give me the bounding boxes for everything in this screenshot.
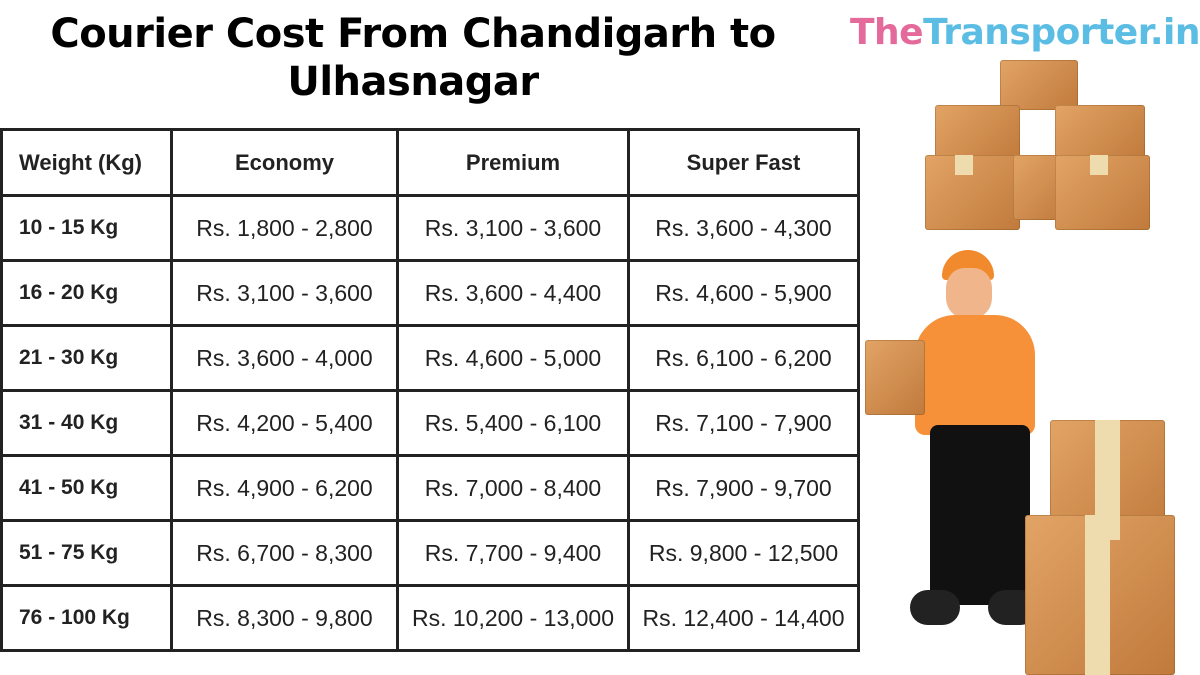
logo-part-2: Transporter.in (923, 12, 1200, 53)
cell-premium: Rs. 7,000 - 8,400 (396, 454, 630, 522)
logo-part-1: The (850, 12, 924, 53)
cell-economy: Rs. 3,100 - 3,600 (170, 259, 399, 327)
table-row: 76 - 100 Kg Rs. 8,300 - 9,800 Rs. 10,200 -… (0, 584, 860, 652)
cell-premium: Rs. 3,100 - 3,600 (396, 194, 630, 262)
box-stack-image (925, 60, 1155, 235)
cell-premium: Rs. 4,600 - 5,000 (396, 324, 630, 392)
table-row: 16 - 20 Kg Rs. 3,100 - 3,600 Rs. 3,600 - 4… (0, 259, 860, 327)
cell-super-fast: Rs. 12,400 - 14,400 (627, 584, 860, 652)
cell-economy: Rs. 1,800 - 2,800 (170, 194, 399, 262)
table-header-row: Weight (Kg) Economy Premium Super Fast (0, 128, 860, 197)
cell-economy: Rs. 4,900 - 6,200 (170, 454, 399, 522)
cell-premium: Rs. 3,600 - 4,400 (396, 259, 630, 327)
header-weight: Weight (Kg) (0, 128, 173, 197)
page-title: Courier Cost From Chandigarh to Ulhasnag… (50, 11, 776, 105)
cell-super-fast: Rs. 4,600 - 5,900 (627, 259, 860, 327)
cell-economy: Rs. 6,700 - 8,300 (170, 519, 399, 587)
cell-premium: Rs. 5,400 - 6,100 (396, 389, 630, 457)
cell-weight: 16 - 20 Kg (0, 259, 173, 327)
cell-super-fast: Rs. 7,900 - 9,700 (627, 454, 860, 522)
cell-weight: 41 - 50 Kg (0, 454, 173, 522)
cell-super-fast: Rs. 3,600 - 4,300 (627, 194, 860, 262)
table-row: 10 - 15 Kg Rs. 1,800 - 2,800 Rs. 3,100 - 3… (0, 194, 860, 262)
table-row: 21 - 30 Kg Rs. 3,600 - 4,000 Rs. 4,600 - 5… (0, 324, 860, 392)
cell-super-fast: Rs. 6,100 - 6,200 (627, 324, 860, 392)
header-premium: Premium (396, 128, 630, 197)
cell-economy: Rs. 3,600 - 4,000 (170, 324, 399, 392)
cell-weight: 76 - 100 Kg (0, 584, 173, 652)
cell-premium: Rs. 10,200 - 13,000 (396, 584, 630, 652)
cell-weight: 51 - 75 Kg (0, 519, 173, 587)
delivery-person-image (860, 240, 1190, 675)
cell-economy: Rs. 8,300 - 9,800 (170, 584, 399, 652)
header-super-fast: Super Fast (627, 128, 860, 197)
cell-super-fast: Rs. 9,800 - 12,500 (627, 519, 860, 587)
courier-cost-table: Weight (Kg) Economy Premium Super Fast 1… (0, 128, 860, 652)
cell-weight: 21 - 30 Kg (0, 324, 173, 392)
cell-weight: 31 - 40 Kg (0, 389, 173, 457)
table-row: 41 - 50 Kg Rs. 4,900 - 6,200 Rs. 7,000 - 8… (0, 454, 860, 522)
cell-economy: Rs. 4,200 - 5,400 (170, 389, 399, 457)
cell-weight: 10 - 15 Kg (0, 194, 173, 262)
table-row: 51 - 75 Kg Rs. 6,700 - 8,300 Rs. 7,700 - 9… (0, 519, 860, 587)
table-row: 31 - 40 Kg Rs. 4,200 - 5,400 Rs. 5,400 - 6… (0, 389, 860, 457)
logo: TheTransporter.in (850, 12, 1200, 53)
cell-super-fast: Rs. 7,100 - 7,900 (627, 389, 860, 457)
cell-premium: Rs. 7,700 - 9,400 (396, 519, 630, 587)
header-economy: Economy (170, 128, 399, 197)
